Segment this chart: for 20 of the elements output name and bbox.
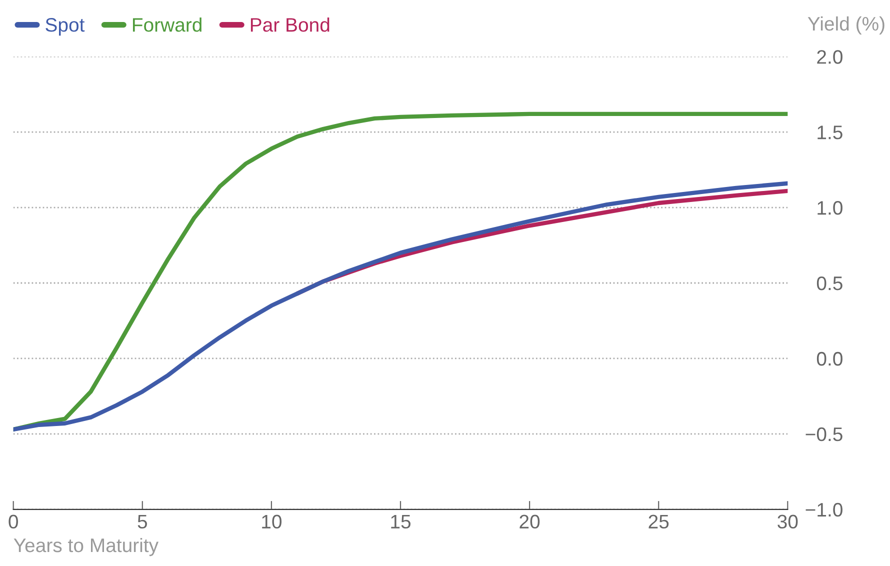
y-tick-label: −0.5 <box>806 427 842 442</box>
x-tick-label: 30 <box>778 514 798 529</box>
y-tick-label: 2.0 <box>817 50 842 64</box>
legend-label: Forward <box>132 18 202 32</box>
y-tick-label: 0.5 <box>816 276 842 290</box>
x-tick-label: 5 <box>138 514 147 529</box>
y-tick-label: −1.0 <box>806 502 842 517</box>
legend-label: Par Bond <box>250 18 330 32</box>
x-tick-label: 15 <box>391 514 410 529</box>
x-tick-label: 10 <box>262 514 282 529</box>
y-axis-title: Yield (%) <box>808 16 884 35</box>
y-tick-label: 1.0 <box>818 201 842 215</box>
legend-label: Spot <box>46 18 85 36</box>
y-tick-label: 1.5 <box>818 126 842 140</box>
x-tick-label: 25 <box>648 514 669 529</box>
y-tick-label: 0.0 <box>816 352 842 366</box>
x-tick-label: 0 <box>8 514 18 529</box>
x-axis-title: Years to Maturity <box>14 538 158 556</box>
x-tick-label: 20 <box>520 514 540 529</box>
line-series <box>13 181 788 432</box>
